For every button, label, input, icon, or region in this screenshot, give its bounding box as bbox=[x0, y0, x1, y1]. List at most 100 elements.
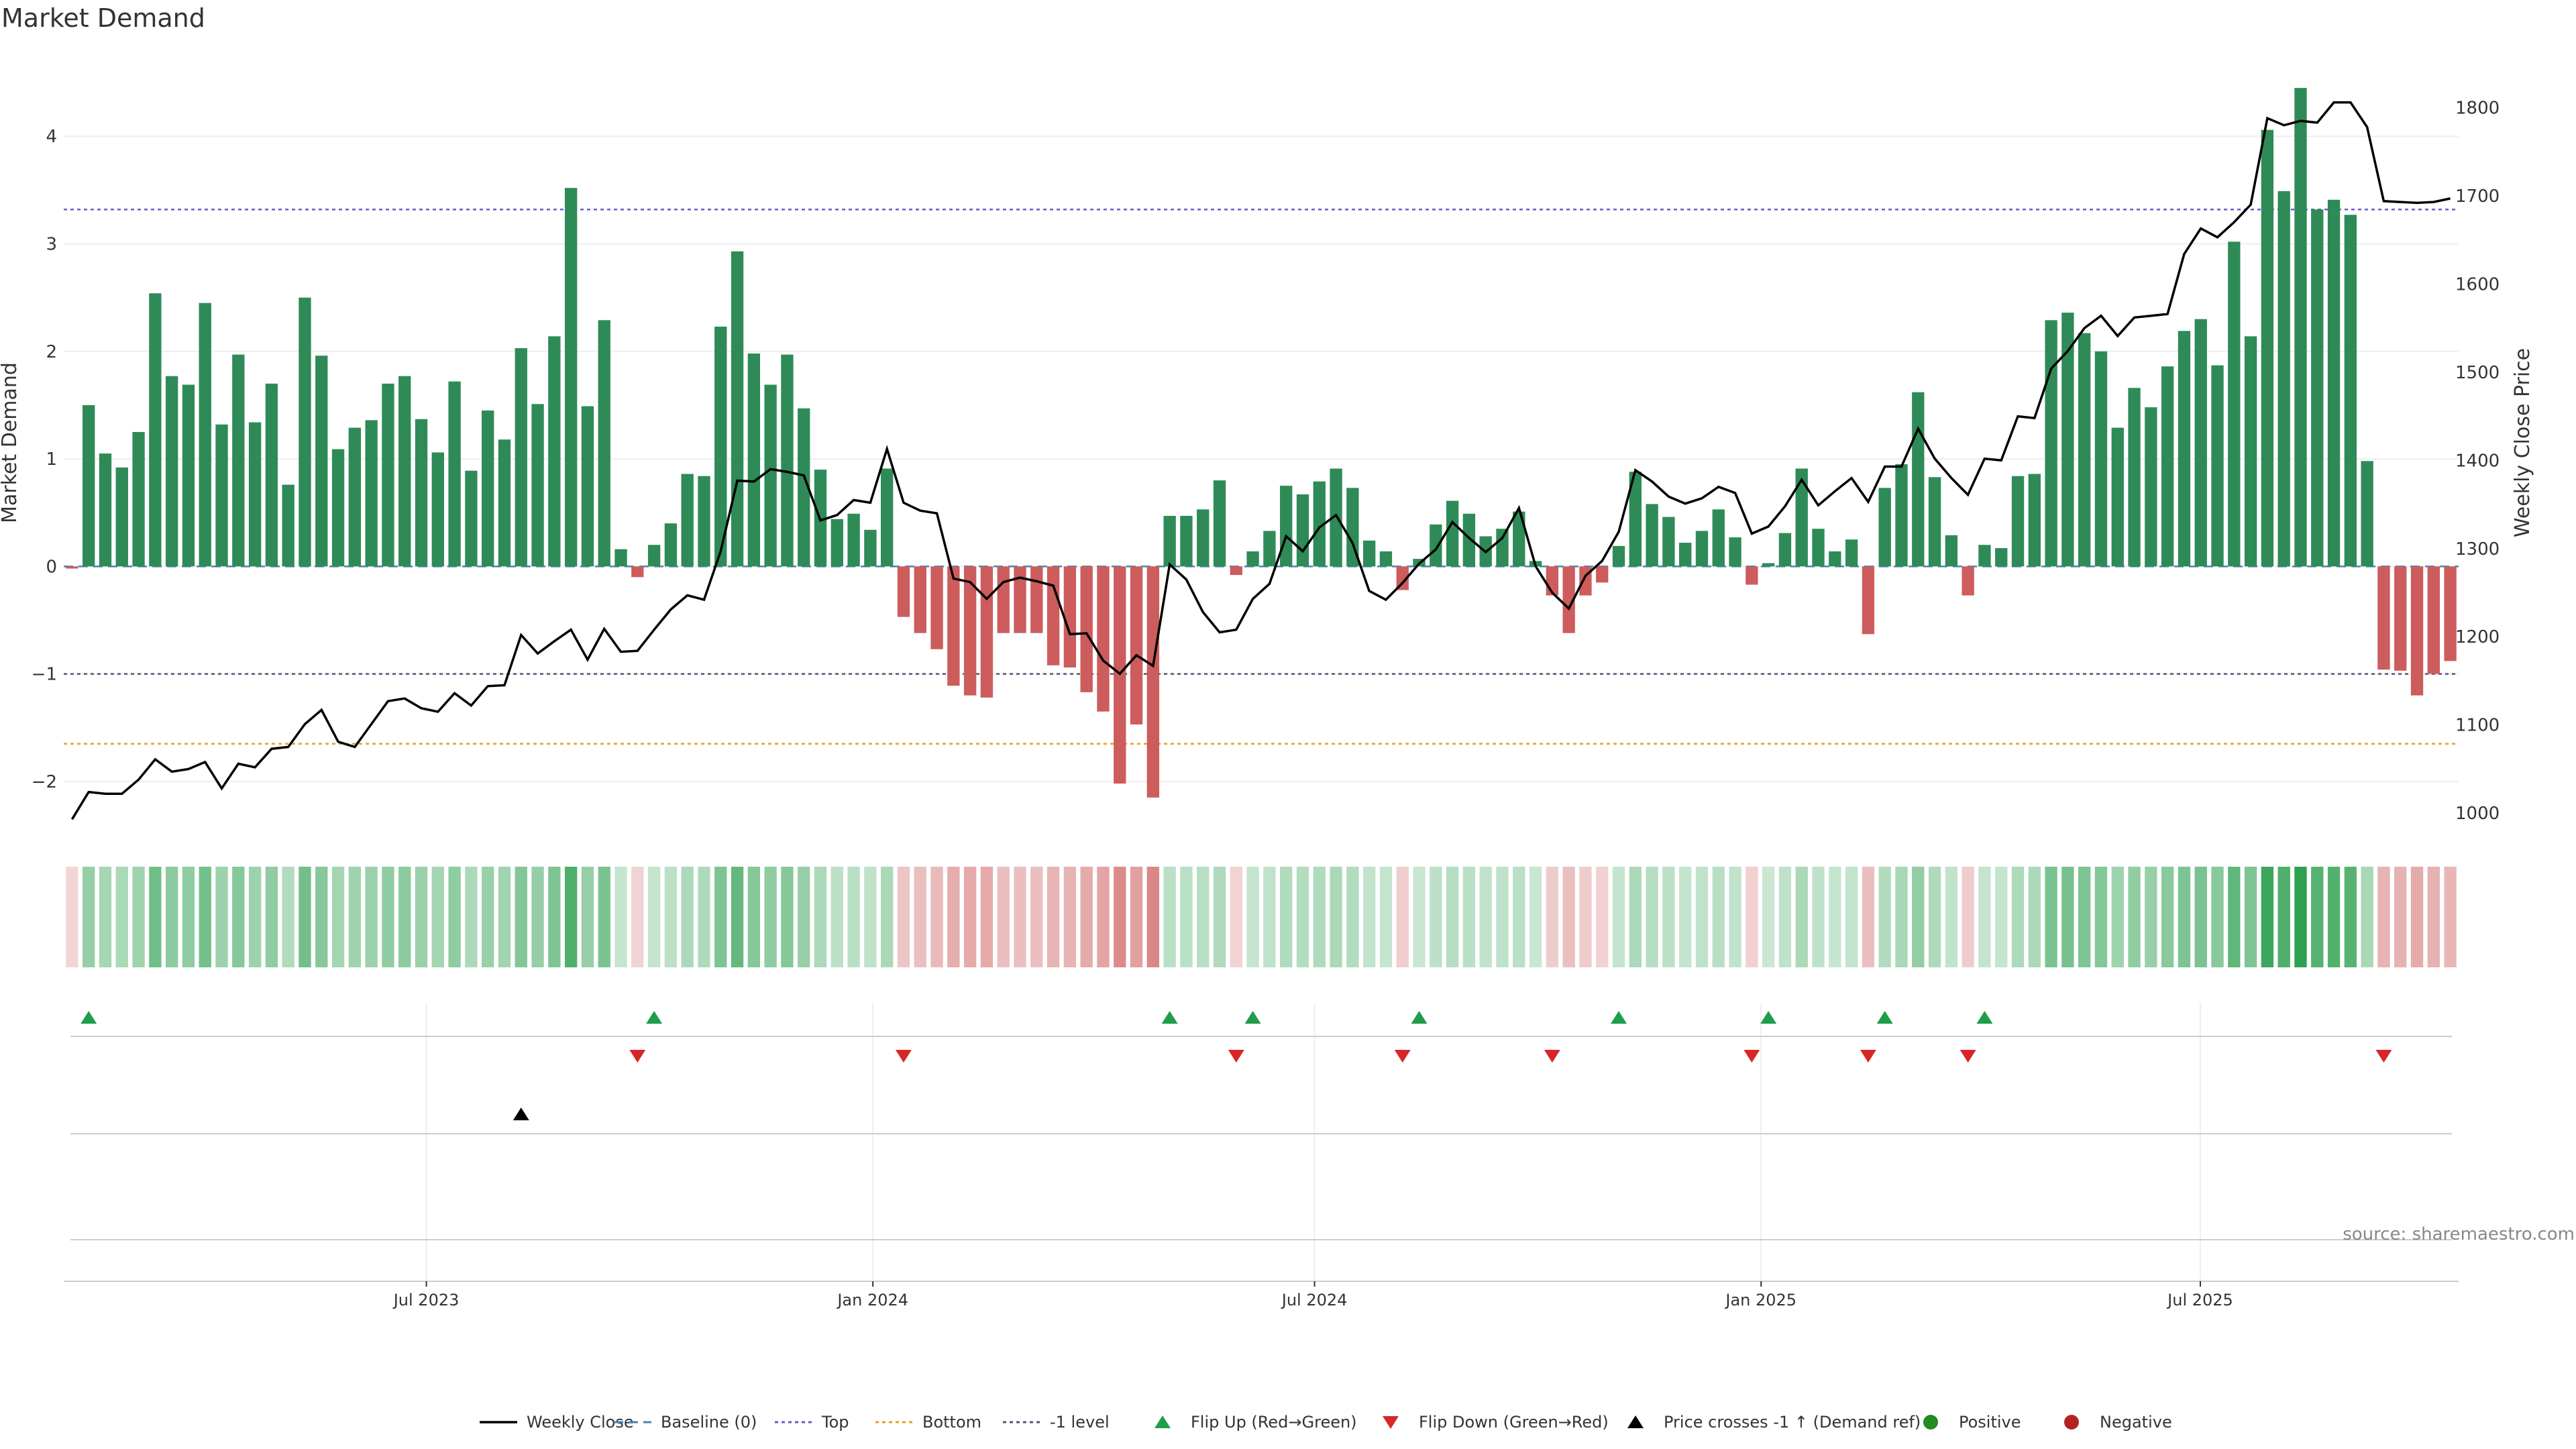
strip-cell bbox=[1014, 867, 1026, 967]
demand-bar bbox=[232, 354, 245, 567]
demand-bar bbox=[698, 476, 710, 567]
strip-cell bbox=[1280, 867, 1293, 967]
demand-bar bbox=[881, 468, 894, 567]
flip-down-marker bbox=[1960, 1050, 1976, 1063]
demand-bar bbox=[747, 353, 761, 567]
strip-cell bbox=[1080, 867, 1093, 967]
demand-bar bbox=[2028, 474, 2041, 567]
demand-bar bbox=[1330, 468, 1342, 567]
legend-item-label: Positive bbox=[1959, 1413, 2021, 1432]
strip-cell bbox=[1163, 867, 1176, 967]
strip-cell bbox=[1596, 867, 1609, 967]
legend-item-label: -1 level bbox=[1050, 1413, 1110, 1432]
demand-bar bbox=[1313, 481, 1326, 567]
y-axis-label: Market Demand bbox=[0, 362, 21, 523]
demand-bar bbox=[2194, 319, 2207, 567]
demand-bar bbox=[165, 376, 178, 567]
demand-bar bbox=[2078, 333, 2091, 567]
strip-cell bbox=[1928, 867, 1941, 967]
flip-down-marker bbox=[1860, 1050, 1876, 1063]
demand-bar bbox=[1496, 529, 1509, 567]
y-tick-label: 2 bbox=[46, 342, 57, 362]
strip-cell bbox=[814, 867, 827, 967]
strip-cell bbox=[299, 867, 311, 967]
demand-bars bbox=[66, 88, 2457, 798]
strip-cell bbox=[2211, 867, 2224, 967]
strip-cell bbox=[1546, 867, 1559, 967]
strip-cell bbox=[1446, 867, 1459, 967]
strip-cell bbox=[664, 867, 678, 967]
strip-cell bbox=[2011, 867, 2025, 967]
demand-bar bbox=[1878, 488, 1891, 567]
strip-cell bbox=[66, 867, 78, 967]
strip-cell bbox=[2444, 867, 2457, 967]
strip-cell bbox=[498, 867, 511, 967]
strip-cell bbox=[2244, 867, 2257, 967]
demand-bar bbox=[1778, 533, 1792, 567]
demand-bar bbox=[847, 513, 860, 567]
demand-bar bbox=[299, 297, 311, 567]
strip-cell bbox=[1379, 867, 1393, 967]
strip-cell bbox=[1612, 867, 1625, 967]
strip-cell bbox=[1712, 867, 1725, 967]
strip-cell bbox=[1829, 867, 1841, 967]
demand-bar bbox=[2211, 365, 2224, 567]
strip-cell bbox=[1063, 867, 1077, 967]
demand-bar bbox=[2361, 461, 2373, 567]
demand-bar bbox=[1396, 566, 1409, 590]
demand-bar bbox=[66, 566, 78, 569]
flip-down-marker bbox=[1743, 1050, 1760, 1063]
demand-bar bbox=[963, 566, 977, 696]
demand-bar bbox=[2061, 313, 2074, 567]
demand-bar bbox=[398, 376, 411, 567]
strip-cell bbox=[482, 867, 494, 967]
strip-cell bbox=[465, 867, 478, 967]
strip-cell bbox=[248, 867, 262, 967]
demand-bar bbox=[1230, 566, 1242, 576]
strip-cell bbox=[1197, 867, 1210, 967]
strip-cell bbox=[315, 867, 328, 967]
strip-cell bbox=[149, 867, 162, 967]
strip-cell bbox=[1729, 867, 1741, 967]
demand-bar bbox=[199, 303, 211, 567]
strip-cell bbox=[1030, 867, 1043, 967]
demand-bar bbox=[1046, 566, 1060, 665]
y2-axis-ticks: 1000 1100 1200 1300 1400 1500 1600 1700 1800 bbox=[2455, 98, 2500, 824]
legend-item-label: Bottom bbox=[922, 1413, 981, 1432]
strip-cell bbox=[2061, 867, 2074, 967]
flip-up-marker bbox=[1161, 1011, 1178, 1024]
demand-bar bbox=[282, 484, 294, 567]
y-tick-label: 1 bbox=[46, 449, 57, 470]
x-tick-label: Jan 2025 bbox=[1724, 1291, 1796, 1309]
chart-title: Market Demand bbox=[1, 3, 205, 33]
flip-up-marker bbox=[1976, 1011, 1993, 1024]
strip-cell bbox=[2194, 867, 2207, 967]
demand-bar bbox=[714, 326, 727, 567]
flip-up-marker bbox=[1876, 1011, 1893, 1024]
strip-cell bbox=[2078, 867, 2091, 967]
flip-up-marker bbox=[80, 1011, 97, 1024]
strip-cell bbox=[1130, 867, 1143, 967]
demand-bar bbox=[1895, 464, 1908, 567]
demand-bar bbox=[897, 566, 910, 617]
legend: Weekly Close Baseline (0) Top Bottom -1 leve… bbox=[480, 1413, 2172, 1432]
demand-bar bbox=[115, 467, 128, 567]
demand-bar bbox=[930, 566, 943, 649]
strip-cell bbox=[115, 867, 128, 967]
demand-bar bbox=[1995, 548, 2008, 567]
strip-cell bbox=[265, 867, 278, 967]
price-cross-marker bbox=[513, 1108, 529, 1120]
demand-bar bbox=[1446, 500, 1459, 567]
strip-cell bbox=[1213, 867, 1226, 967]
demand-bar bbox=[1928, 477, 1941, 567]
strip-cell bbox=[1662, 867, 1675, 967]
strip-cell bbox=[1296, 867, 1309, 967]
legend-swatch bbox=[1923, 1415, 1938, 1430]
strip-cell bbox=[1912, 867, 1925, 967]
y2-axis-label: Weekly Close Price bbox=[2511, 348, 2534, 537]
demand-bar bbox=[980, 566, 994, 698]
strip-cell bbox=[830, 867, 843, 967]
demand-bar bbox=[731, 251, 744, 567]
strip-cell bbox=[714, 867, 727, 967]
strip-cell bbox=[2045, 867, 2057, 967]
